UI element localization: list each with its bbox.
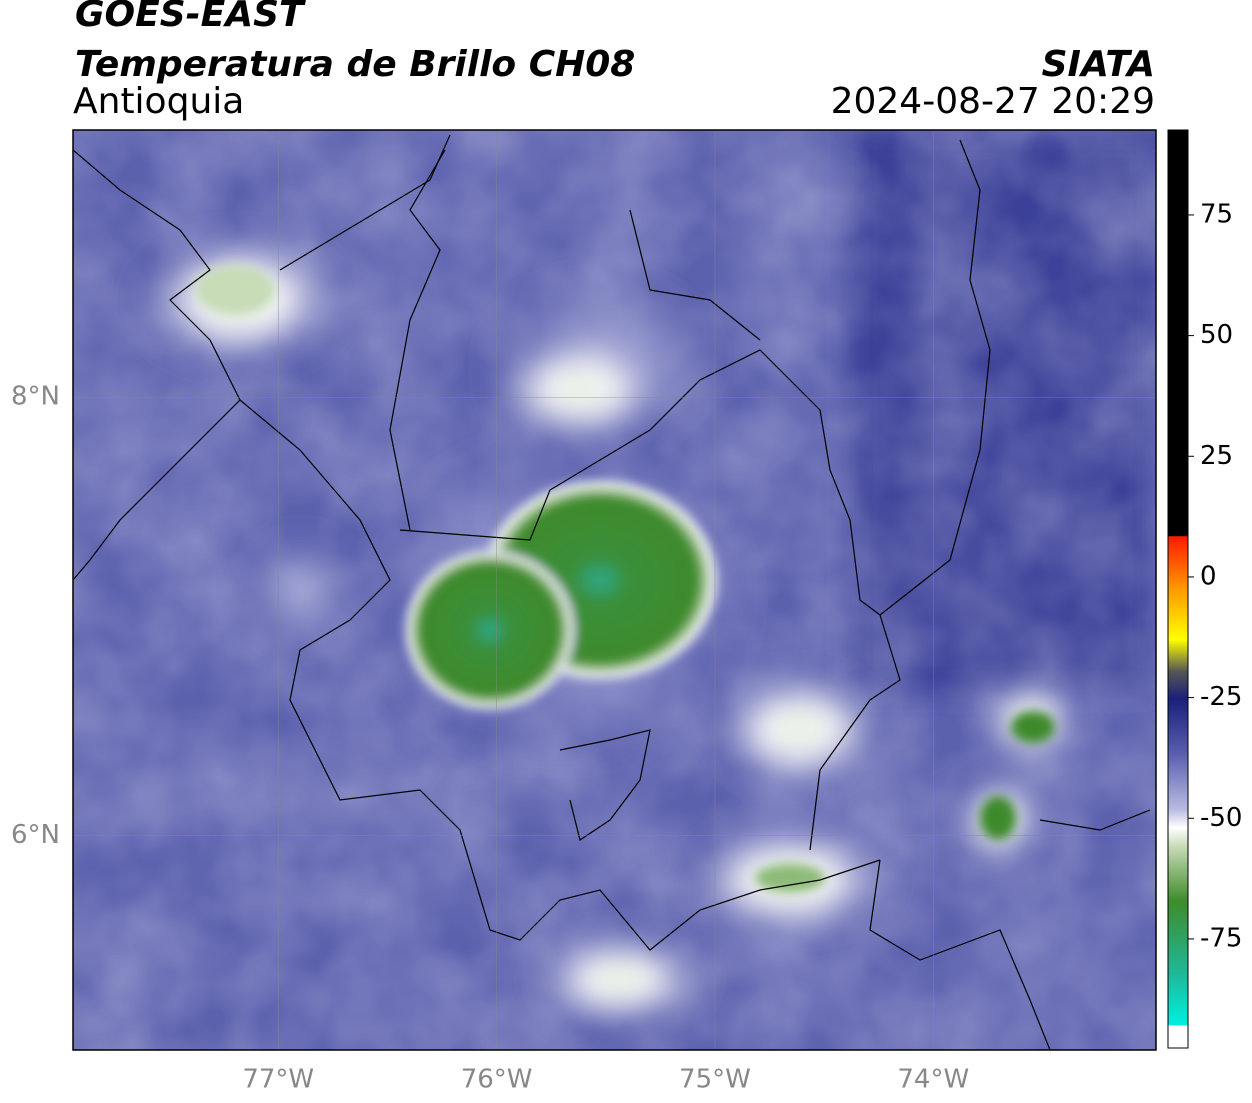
title: GOES-EAST	[75, 0, 306, 35]
lon-label: 74°W	[897, 1065, 969, 1095]
colorbar-ticks: 75 50 25 0 -25 -50 -75	[1188, 199, 1242, 953]
colorbar-label: 25	[1200, 441, 1233, 471]
lat-label: 8°N	[11, 382, 60, 412]
source: SIATA	[1042, 44, 1155, 85]
timestamp: 2024-08-27 20:29	[831, 81, 1155, 122]
colorbar-label: -25	[1200, 682, 1242, 712]
graticule: 77°W 76°W 75°W 74°W 8°N 6°N	[11, 130, 1156, 1095]
map-image	[73, 130, 1156, 1050]
colorbar-label: 50	[1200, 320, 1233, 350]
colorbar-label: -75	[1200, 923, 1242, 953]
colorbar-label: -50	[1200, 803, 1242, 833]
colorbar-label: 75	[1200, 199, 1233, 229]
lon-label: 75°W	[679, 1065, 751, 1095]
lon-label: 77°W	[242, 1065, 314, 1095]
colorbar	[1167, 129, 1189, 1049]
subtitle: Temperatura de Brillo CH08	[75, 44, 635, 85]
colorbar-label: 0	[1200, 561, 1217, 591]
region: Antioquia	[73, 81, 244, 122]
map-frame	[72, 129, 1157, 1051]
lat-label: 6°N	[11, 820, 60, 850]
lon-label: 76°W	[461, 1065, 533, 1095]
